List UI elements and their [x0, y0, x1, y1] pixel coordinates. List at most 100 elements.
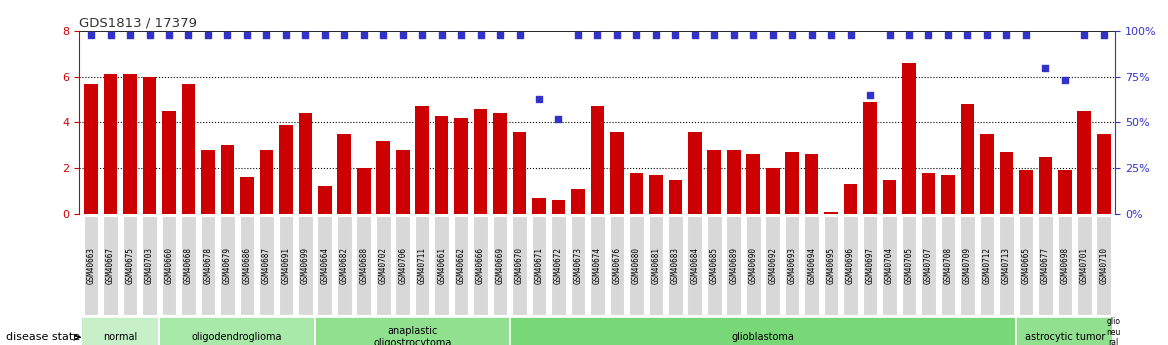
Bar: [668, 180, 682, 214]
Point: [919, 32, 938, 38]
Text: GSM40667: GSM40667: [106, 247, 116, 284]
Text: GSM40684: GSM40684: [690, 247, 700, 284]
Point: [1016, 32, 1035, 38]
Bar: [610, 132, 624, 214]
Bar: [124, 75, 137, 214]
Bar: [863, 102, 877, 214]
Bar: [902, 63, 916, 214]
Text: GSM40691: GSM40691: [281, 247, 291, 284]
Bar: [493, 113, 507, 214]
Bar: [591, 107, 604, 214]
Point: [102, 32, 120, 38]
FancyBboxPatch shape: [396, 216, 410, 315]
FancyBboxPatch shape: [454, 216, 468, 315]
Point: [1094, 32, 1113, 38]
Text: GSM40710: GSM40710: [1099, 247, 1108, 284]
Text: GSM40672: GSM40672: [554, 247, 563, 284]
Text: GSM40687: GSM40687: [262, 247, 271, 284]
Bar: [1058, 170, 1071, 214]
Point: [82, 32, 100, 38]
FancyBboxPatch shape: [823, 216, 839, 315]
FancyBboxPatch shape: [1016, 317, 1113, 345]
Point: [491, 32, 509, 38]
Bar: [1000, 152, 1013, 214]
FancyBboxPatch shape: [785, 216, 799, 315]
Bar: [182, 83, 195, 214]
Text: GSM40695: GSM40695: [827, 247, 835, 284]
FancyBboxPatch shape: [980, 216, 994, 315]
Point: [899, 32, 918, 38]
Text: GSM40680: GSM40680: [632, 247, 641, 284]
Text: GSM40661: GSM40661: [437, 247, 446, 284]
FancyBboxPatch shape: [513, 216, 527, 315]
Bar: [551, 200, 565, 214]
Point: [627, 32, 646, 38]
Text: GSM40702: GSM40702: [378, 247, 388, 284]
FancyBboxPatch shape: [473, 216, 488, 315]
FancyBboxPatch shape: [960, 216, 975, 315]
Bar: [84, 83, 98, 214]
Point: [277, 32, 296, 38]
Bar: [241, 177, 253, 214]
Point: [179, 32, 197, 38]
Bar: [162, 111, 176, 214]
FancyBboxPatch shape: [726, 216, 741, 315]
FancyBboxPatch shape: [531, 216, 547, 315]
Point: [607, 32, 626, 38]
Text: GSM40701: GSM40701: [1079, 247, 1089, 284]
Point: [705, 32, 724, 38]
FancyBboxPatch shape: [103, 216, 118, 315]
Point: [529, 96, 548, 101]
Point: [160, 32, 179, 38]
Bar: [785, 152, 799, 214]
Bar: [1018, 170, 1033, 214]
Bar: [416, 107, 429, 214]
FancyBboxPatch shape: [863, 216, 877, 315]
Bar: [474, 109, 487, 214]
FancyBboxPatch shape: [843, 216, 858, 315]
Text: GSM40706: GSM40706: [398, 247, 408, 284]
FancyBboxPatch shape: [940, 216, 955, 315]
FancyBboxPatch shape: [278, 216, 293, 315]
FancyBboxPatch shape: [415, 216, 430, 315]
FancyBboxPatch shape: [259, 216, 273, 315]
FancyBboxPatch shape: [630, 216, 644, 315]
Text: GSM40683: GSM40683: [670, 247, 680, 284]
Text: GSM40709: GSM40709: [962, 247, 972, 284]
Bar: [726, 150, 741, 214]
Text: GSM40668: GSM40668: [185, 247, 193, 284]
FancyBboxPatch shape: [688, 216, 702, 315]
Bar: [299, 113, 312, 214]
Text: GSM40685: GSM40685: [710, 247, 718, 284]
Point: [296, 32, 314, 38]
Point: [764, 32, 783, 38]
FancyBboxPatch shape: [159, 317, 315, 345]
Point: [510, 32, 529, 38]
Text: GSM40703: GSM40703: [145, 247, 154, 284]
Point: [412, 32, 431, 38]
Bar: [649, 175, 662, 214]
Text: GSM40679: GSM40679: [223, 247, 232, 284]
Bar: [513, 132, 527, 214]
Bar: [708, 150, 721, 214]
Point: [471, 32, 489, 38]
Point: [958, 32, 976, 38]
Bar: [142, 77, 157, 214]
Point: [724, 32, 743, 38]
Text: GSM40662: GSM40662: [457, 247, 466, 284]
FancyBboxPatch shape: [1057, 216, 1072, 315]
Text: GSM40711: GSM40711: [418, 247, 426, 284]
FancyBboxPatch shape: [1097, 216, 1111, 315]
Point: [315, 32, 334, 38]
FancyBboxPatch shape: [123, 216, 138, 315]
Text: GSM40681: GSM40681: [652, 247, 660, 284]
FancyBboxPatch shape: [142, 216, 157, 315]
FancyBboxPatch shape: [318, 216, 332, 315]
Point: [881, 32, 899, 38]
Text: GSM40704: GSM40704: [885, 247, 894, 284]
Bar: [201, 150, 215, 214]
FancyBboxPatch shape: [220, 216, 235, 315]
Bar: [434, 116, 449, 214]
Bar: [1077, 111, 1091, 214]
FancyBboxPatch shape: [434, 216, 449, 315]
